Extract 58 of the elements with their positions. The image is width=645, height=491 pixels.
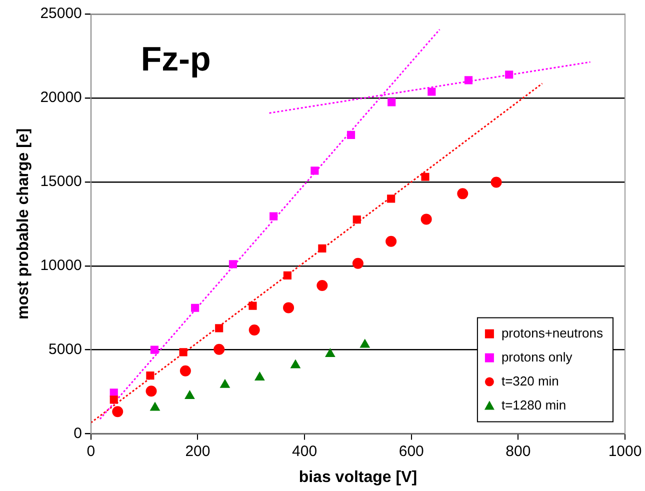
point (248, 302, 257, 310)
y-tick-label: 0 (74, 424, 82, 442)
point (325, 348, 336, 358)
point (179, 348, 188, 356)
point (254, 372, 265, 381)
point (360, 339, 370, 348)
annotation: Fz-p (140, 40, 211, 78)
y-tick-label: 10000 (40, 257, 82, 274)
x-tick-label: 0 (86, 442, 96, 460)
point (316, 280, 328, 292)
legend-label: protons only (501, 349, 573, 364)
point (490, 176, 502, 188)
point (184, 390, 195, 400)
x-tick-label: 600 (398, 442, 424, 460)
x-tick-label: 800 (506, 442, 531, 460)
legend-label: protons+neutrons (501, 325, 604, 340)
x-axis-title: bias voltage [V] (298, 468, 418, 486)
point (428, 88, 436, 96)
point (421, 172, 430, 181)
point (220, 379, 230, 388)
y-tick-label: 15000 (40, 173, 82, 190)
point (146, 386, 157, 397)
point (457, 188, 468, 200)
point (388, 98, 396, 106)
point (464, 76, 473, 84)
point (346, 130, 356, 139)
point (180, 365, 191, 376)
y-tick-label: 20000 (40, 89, 82, 106)
point (191, 304, 200, 312)
point (387, 194, 396, 203)
x-tick-label: 200 (185, 442, 210, 460)
legend-label: t=1280 min (501, 397, 566, 412)
point (283, 302, 294, 314)
y-tick-label: 5000 (48, 340, 82, 358)
y-axis-title: most probable charge [e] (15, 128, 32, 320)
point (352, 216, 361, 224)
point (505, 70, 514, 79)
x-tick-label: 400 (292, 442, 318, 460)
legend-label: t=320 min (501, 373, 559, 388)
point (248, 324, 260, 336)
point (420, 214, 432, 225)
point (150, 402, 160, 411)
point (150, 346, 159, 354)
point (310, 166, 319, 175)
point (290, 360, 300, 368)
y-tick-label: 25000 (40, 5, 82, 22)
point (110, 396, 118, 404)
x-tick-label: 1000 (608, 442, 642, 460)
point (214, 344, 225, 355)
point (318, 244, 326, 252)
point (228, 260, 238, 268)
point (270, 212, 278, 220)
point (215, 324, 224, 332)
point (283, 271, 292, 280)
point (386, 236, 397, 247)
point (352, 258, 364, 269)
point (146, 371, 154, 380)
point (112, 406, 124, 418)
